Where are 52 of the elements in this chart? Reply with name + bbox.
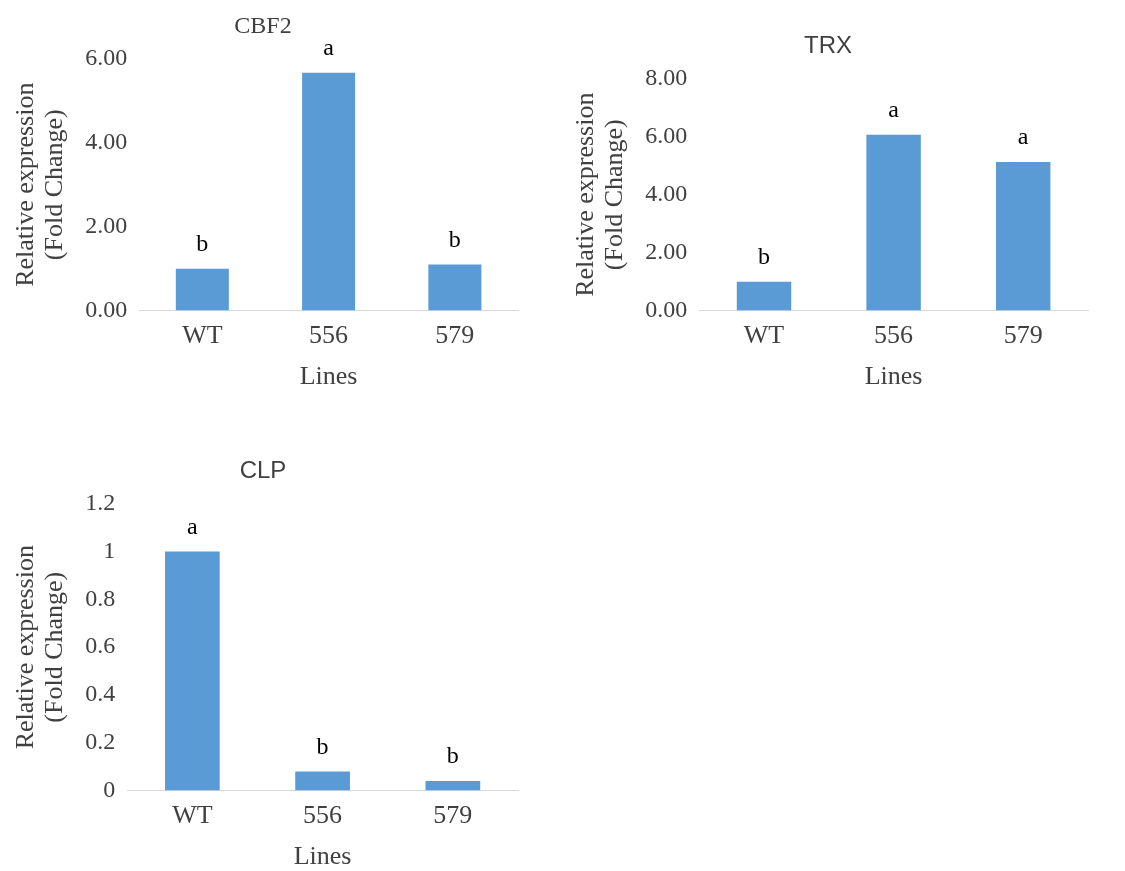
chart-title: CBF2 (234, 11, 292, 38)
y-tick-label: 0.2 (85, 728, 116, 755)
x-tick-label: WT (172, 800, 213, 830)
x-tick-label: WT (743, 320, 785, 350)
y-tick-label: 0.00 (85, 295, 128, 322)
y-tick-label: 0.4 (85, 680, 116, 707)
annotation: b (196, 229, 209, 256)
bar (164, 551, 220, 791)
y-axis-title: Relative expression (Fold Change) (10, 82, 68, 287)
chart-title: TRX (804, 31, 852, 59)
bar (295, 771, 350, 791)
annotation: a (187, 512, 199, 539)
y-tick-label: 4.00 (645, 180, 688, 206)
y-tick-label: 1 (103, 536, 116, 563)
annotation: b (316, 732, 329, 759)
x-tick-label: 579 (433, 800, 473, 830)
annotation: a (888, 96, 900, 123)
y-tick-label: 8.00 (645, 64, 688, 91)
bar (302, 72, 356, 311)
y-tick-label: 4.00 (85, 128, 128, 155)
y-tick-label: 0.6 (85, 632, 116, 659)
y-tick-label: 6.00 (645, 122, 688, 149)
x-axis-title: Lines (293, 841, 352, 871)
x-tick-label: WT (182, 320, 223, 350)
bar (175, 268, 229, 311)
y-tick-label: 0.8 (85, 584, 116, 611)
y-tick-label: 0 (103, 775, 116, 802)
y-tick-label: 2.00 (85, 211, 128, 238)
bar (995, 161, 1051, 311)
y-tick-label: 6.00 (85, 44, 128, 71)
y-tick-label: 0.00 (645, 295, 688, 322)
bar (866, 134, 921, 311)
y-axis-title: Relative expression (Fold Change) (10, 545, 68, 750)
annotation: b (448, 225, 461, 252)
annotation: b (446, 742, 459, 769)
y-tick-label: 2.00 (645, 237, 688, 264)
annotation: a (1017, 123, 1029, 150)
x-tick-label: 556 (309, 320, 349, 350)
chart-title: CLP (239, 456, 287, 484)
y-tick-label: 1.2 (85, 489, 116, 516)
y-axis-title: Relative expression (Fold Change) (570, 92, 628, 297)
x-axis-title: Lines (864, 361, 923, 391)
bar (736, 281, 792, 311)
x-tick-label: 556 (303, 800, 343, 830)
bar (428, 264, 482, 311)
x-tick-label: 579 (1003, 320, 1043, 350)
annotation: a (323, 33, 335, 60)
x-tick-label: 579 (435, 320, 475, 350)
bar (425, 781, 481, 791)
x-axis-title: Lines (299, 361, 358, 391)
annotation: b (758, 242, 770, 269)
x-tick-label: 556 (874, 320, 914, 350)
